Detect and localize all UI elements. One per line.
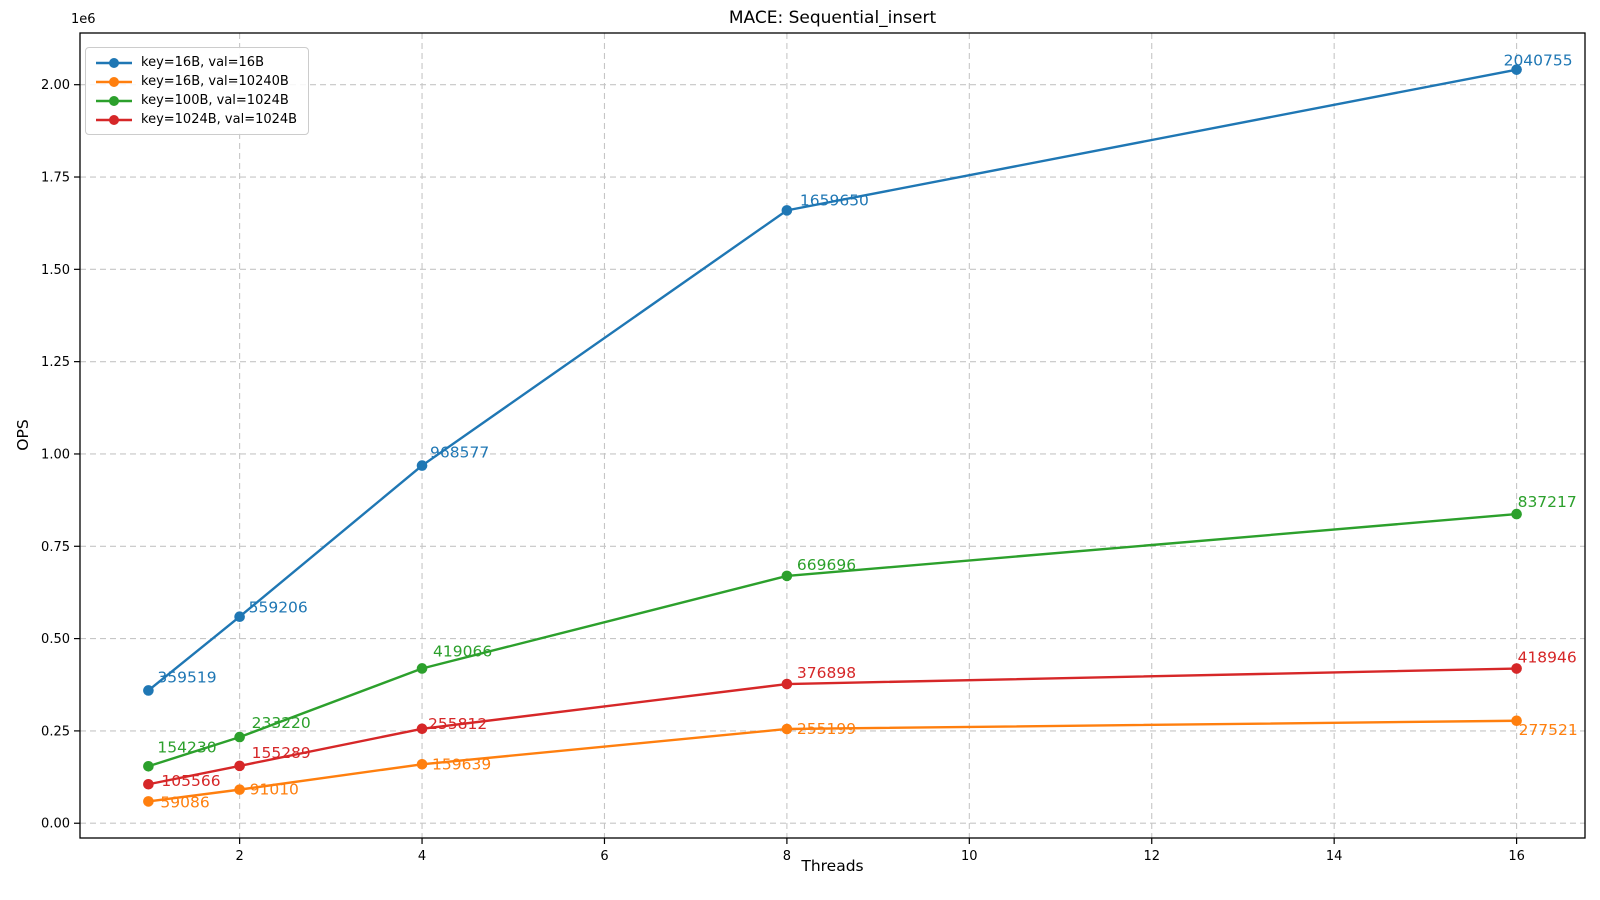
point-label: 277521 xyxy=(1519,721,1578,739)
data-point xyxy=(1511,508,1522,520)
point-label: 1659650 xyxy=(800,191,869,209)
point-label: 669696 xyxy=(797,556,856,574)
data-point xyxy=(1511,663,1522,674)
y-tick-label: 0.25 xyxy=(41,724,70,739)
legend-item-label: key=100B, val=1024B xyxy=(141,93,289,108)
x-tick-label: 12 xyxy=(1143,849,1160,864)
point-label: 59086 xyxy=(160,793,209,811)
legend-item: key=100B, val=1024B xyxy=(95,91,297,110)
data-point xyxy=(781,570,793,582)
x-tick-label: 2 xyxy=(235,849,243,864)
legend-line-marker-icon xyxy=(96,76,132,87)
point-label: 376898 xyxy=(797,664,856,682)
data-point xyxy=(234,784,245,795)
data-point xyxy=(1511,64,1522,75)
point-label: 419066 xyxy=(433,642,492,660)
y-tick-label: 1.00 xyxy=(41,447,70,462)
chart-title: MACE: Sequential_insert xyxy=(728,8,937,28)
point-label: 255812 xyxy=(428,715,487,733)
data-point xyxy=(1511,715,1522,727)
data-point xyxy=(143,760,154,772)
legend-item-label: key=16B, val=16B xyxy=(141,55,264,70)
legend-item: key=16B, val=10240B xyxy=(95,72,297,91)
legend-item: key=1024B, val=1024B xyxy=(95,110,297,129)
point-label: 159639 xyxy=(432,755,491,773)
y-axis-label: OPS xyxy=(14,419,32,451)
legend-line-marker-icon xyxy=(96,57,132,68)
data-point xyxy=(143,685,154,696)
data-point xyxy=(781,205,793,216)
data-point xyxy=(416,723,428,735)
x-tick-label: 8 xyxy=(783,849,791,864)
data-point xyxy=(234,611,245,623)
y-tick-label: 0.00 xyxy=(41,817,70,832)
data-point xyxy=(234,731,245,743)
data-point xyxy=(416,663,428,674)
x-tick-label: 16 xyxy=(1508,849,1525,864)
y-axis-offset-text: 1e6 xyxy=(71,12,96,27)
point-label: 255199 xyxy=(797,720,856,738)
data-point xyxy=(416,758,428,770)
point-label: 418946 xyxy=(1518,649,1577,667)
y-tick-label: 0.75 xyxy=(41,540,70,555)
point-label: 91010 xyxy=(250,781,299,799)
legend: key=16B, val=16B key=16B, val=10240B key=1… xyxy=(85,47,310,135)
y-tick-label: 1.25 xyxy=(41,355,70,370)
data-point xyxy=(234,760,245,772)
data-point xyxy=(781,678,793,690)
point-label: 559206 xyxy=(249,599,308,617)
point-label: 2040755 xyxy=(1504,52,1573,70)
legend-item-label: key=16B, val=10240B xyxy=(141,74,289,89)
y-tick-label: 2.00 xyxy=(41,78,70,93)
x-axis-label: Threads xyxy=(801,857,864,875)
legend-item-label: key=1024B, val=1024B xyxy=(141,112,298,127)
x-tick-label: 10 xyxy=(961,849,978,864)
point-label: 233220 xyxy=(252,714,311,732)
data-point xyxy=(143,796,154,807)
x-tick-label: 14 xyxy=(1326,849,1343,864)
x-tick-label: 6 xyxy=(600,849,608,864)
point-label: 154230 xyxy=(157,738,216,756)
legend-item: key=16B, val=16B xyxy=(95,53,297,72)
point-label: 837217 xyxy=(1518,493,1577,511)
point-label: 968577 xyxy=(430,444,489,462)
legend-line-marker-icon xyxy=(96,95,132,106)
data-point xyxy=(143,778,154,790)
legend-line-marker-icon xyxy=(96,114,132,125)
y-tick-label: 1.50 xyxy=(41,263,70,278)
y-tick-label: 1.75 xyxy=(41,171,70,186)
point-label: 105566 xyxy=(161,772,220,790)
y-tick-label: 0.50 xyxy=(41,632,70,647)
data-point xyxy=(781,723,793,735)
data-point xyxy=(416,460,428,471)
series-line-0 xyxy=(147,68,1517,692)
point-label: 359519 xyxy=(157,668,216,686)
axes-frame xyxy=(79,32,1586,839)
point-label: 155289 xyxy=(252,744,311,762)
x-tick-label: 4 xyxy=(418,849,426,864)
